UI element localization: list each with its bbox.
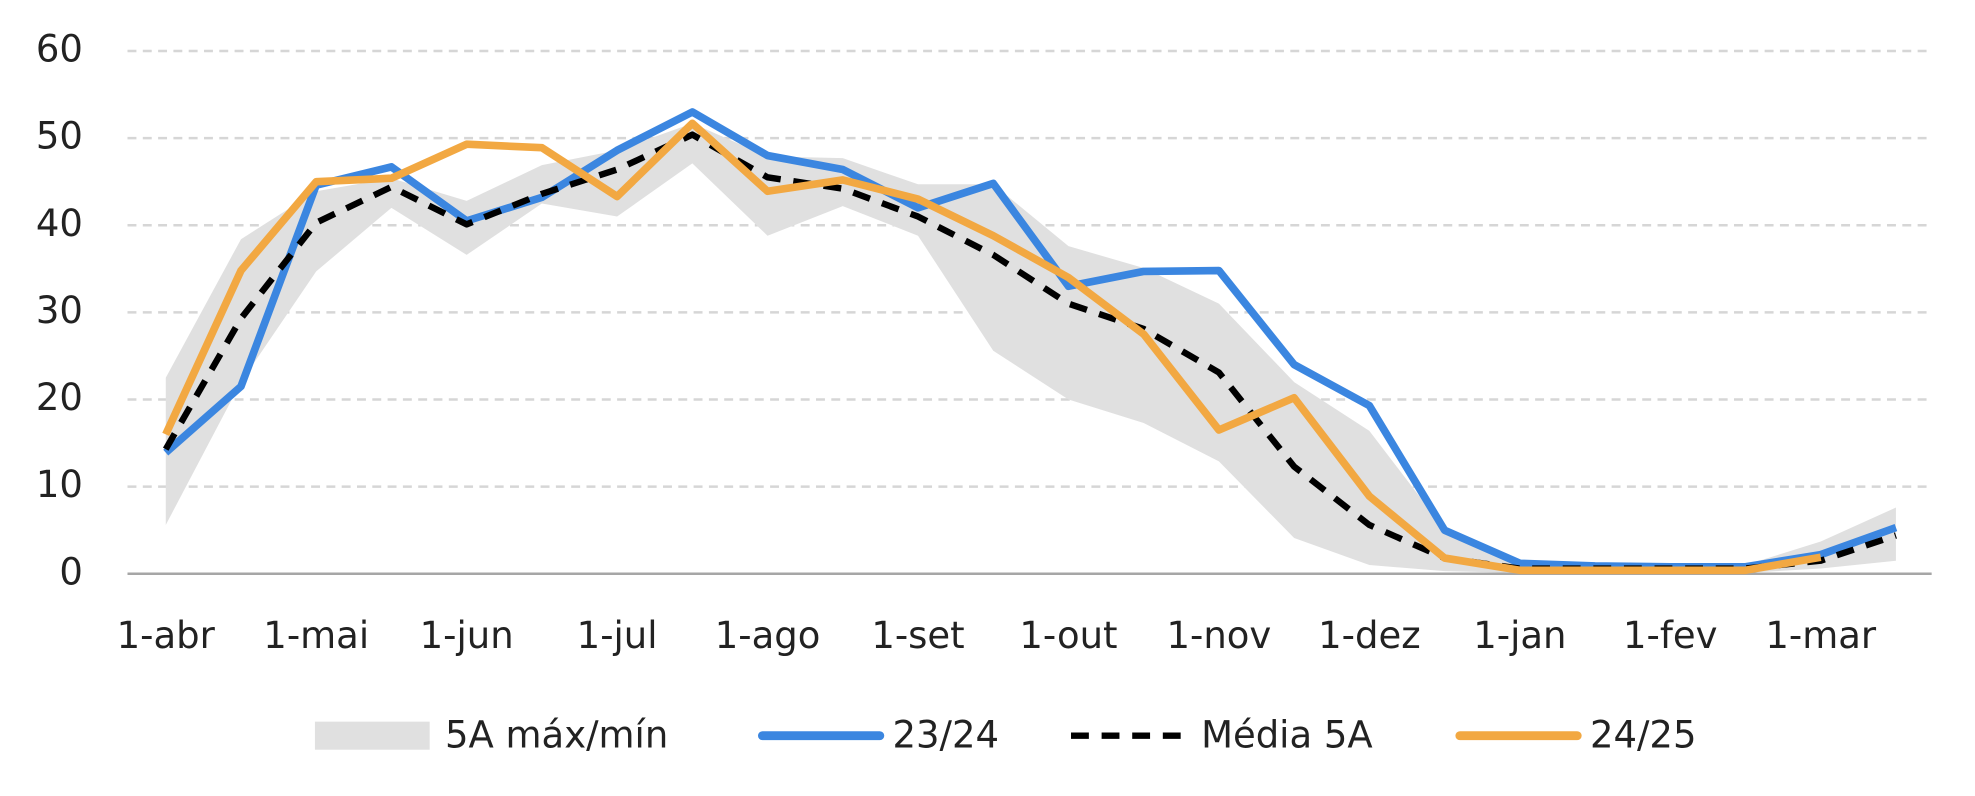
x-tick-label: 1-out xyxy=(1019,614,1117,657)
x-tick-label: 1-jul xyxy=(577,614,658,657)
y-tick-label: 30 xyxy=(36,289,83,332)
y-tick-label: 60 xyxy=(36,28,83,71)
x-tick-label: 1-mar xyxy=(1765,614,1877,657)
x-tick-label: 1-set xyxy=(871,614,964,657)
x-tick-label: 1-jun xyxy=(420,614,514,657)
x-tick-label: 1-ago xyxy=(715,614,821,657)
legend-swatch xyxy=(314,721,430,750)
band xyxy=(165,123,1896,573)
legend-label: 24/25 xyxy=(1590,713,1697,756)
y-tick-label: 50 xyxy=(36,115,83,158)
x-tick-label: 1-mai xyxy=(263,614,369,657)
y-tick-label: 10 xyxy=(36,463,83,506)
x-tick-label: 1-nov xyxy=(1167,614,1272,657)
x-tick-label: 1-dez xyxy=(1318,614,1420,657)
x-tick-label: 1-jan xyxy=(1473,614,1566,657)
y-tick-label: 20 xyxy=(36,376,83,419)
legend-label: 5A máx/mín xyxy=(445,713,668,756)
y-tick-label: 0 xyxy=(59,550,83,593)
y-tick-label: 40 xyxy=(36,202,83,245)
legend-label: Média 5A xyxy=(1201,713,1373,756)
series-line xyxy=(162,119,1822,575)
legend-label: 23/24 xyxy=(893,713,1000,756)
x-tick-label: 1-fev xyxy=(1623,614,1718,657)
x-tick-label: 1-abr xyxy=(117,614,216,657)
